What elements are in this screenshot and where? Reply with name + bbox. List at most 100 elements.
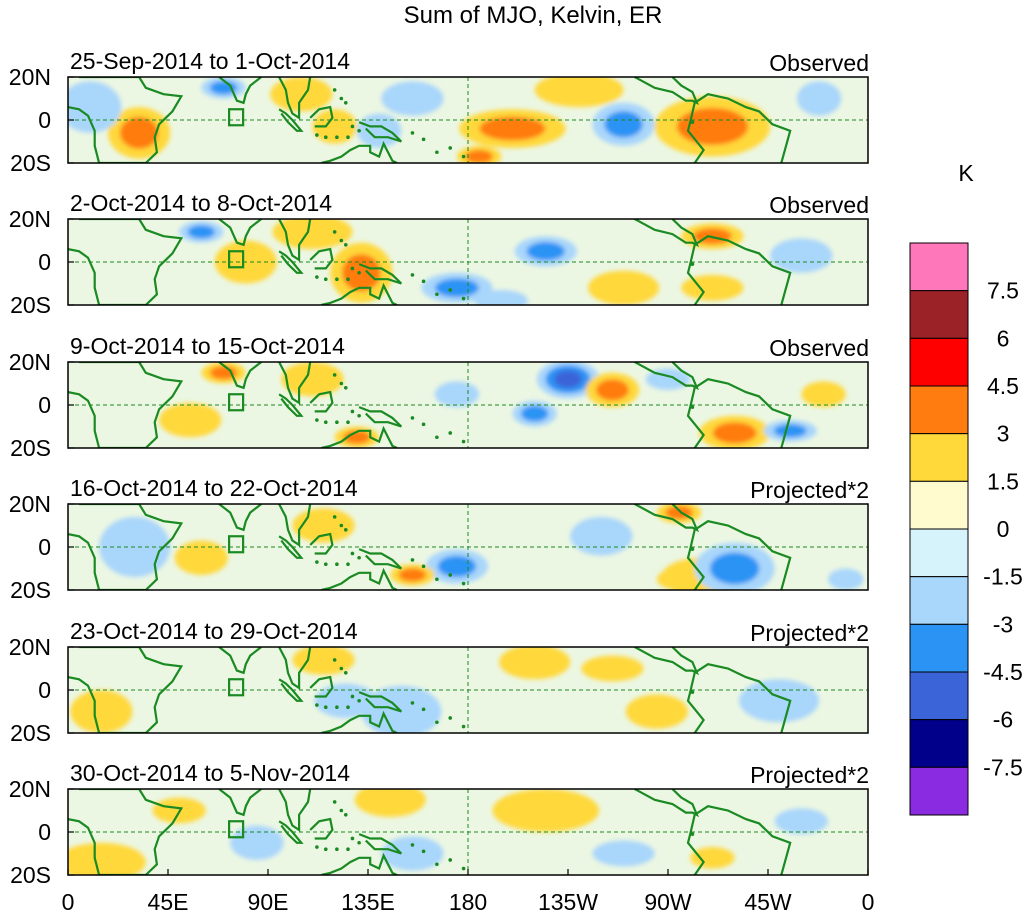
island [690,405,695,409]
y-tick-label: 20N [9,206,51,232]
island [335,705,339,709]
anomaly-contour [465,149,493,163]
colorbar-swatch [909,242,969,292]
island [435,577,439,582]
region-box [228,108,245,127]
coastline [358,548,403,570]
island [315,703,319,707]
coastlines [68,219,792,305]
coastlines [68,77,792,163]
panel-label: Observed [769,335,869,361]
coastline [68,362,184,448]
island [346,705,350,709]
island [435,720,439,725]
island [448,146,453,150]
coastline [309,105,334,128]
coastline [686,235,792,305]
anomaly-contour [270,77,333,112]
colorbar-level-label: 0 [997,516,1010,542]
island [315,133,319,137]
coastline [358,121,403,143]
coastline [278,678,304,702]
island [343,243,348,247]
coastline [278,820,304,844]
anomaly-contour [773,424,807,438]
anomaly-contour [625,694,689,729]
island [323,705,328,709]
x-tick-label: 45W [744,889,792,915]
island [690,690,695,694]
y-tick-label: 20N [9,634,51,660]
colorbar-level-label: -7.5 [983,754,1023,780]
coastline [278,362,312,405]
anomaly-contour [343,430,371,444]
coastline [321,852,398,875]
island [461,866,466,871]
coastline [686,93,792,163]
anomaly-contour [398,568,427,582]
anomaly-contour [342,254,381,292]
panel-period: 23-Oct-2014 to 29-Oct-2014 [70,618,358,644]
coastline [686,663,792,733]
y-tick-label: 0 [38,249,51,275]
island [339,666,344,671]
anomaly-contour [739,679,820,723]
coastline [278,250,304,274]
island [343,101,348,105]
island [343,671,348,675]
island [461,439,466,444]
region-box [228,678,245,697]
anomaly-contour [681,274,744,301]
y-tick-label: 20N [9,64,51,90]
island [332,230,337,234]
colorbar: 7.5 6 4.5 3 1.5 0 -1.5 -3 -4.5 -6 -7.5 [909,242,1023,816]
island [690,547,695,551]
coastline [68,504,184,590]
colorbar-swatch [909,671,969,721]
y-tick-label: 20S [10,577,51,603]
region-box [228,250,245,269]
panel-label: Observed [769,50,869,76]
anomaly-contour [774,808,828,835]
y-tick-label: 0 [38,819,51,845]
coastline [686,378,792,448]
anomaly-field [68,219,868,305]
anomaly-contour [526,241,565,261]
anomaly-contour [770,238,833,273]
colorbar-swatch [909,719,969,768]
island [339,96,344,101]
coastlines [68,647,792,733]
coastline [68,219,184,305]
anomaly-contour [356,113,402,148]
anomaly-contour [435,278,479,298]
island [435,435,439,440]
coastline [321,282,398,305]
anomaly-field [68,789,868,875]
anomaly-contour [68,842,146,875]
coastline [634,504,700,533]
colorbar-swatch [909,385,969,435]
anomaly-contour [492,789,600,832]
island [690,832,695,836]
coastline [358,263,403,285]
coastlines [68,504,792,590]
map-panel: 20N 0 20S 2-Oct-2014 to 8-Oct-2014 Observed [9,190,869,318]
island [323,135,328,139]
coastline [278,789,312,832]
anomaly-field [68,362,868,448]
coastline [634,647,700,676]
y-tick-label: 20S [10,720,51,746]
anomaly-contour [381,836,444,871]
island [335,135,339,139]
anomaly-contour [230,825,284,860]
coastline [68,647,184,733]
island [461,581,466,586]
island [357,555,361,560]
y-tick-label: 20N [9,349,51,375]
anomaly-field [68,504,868,590]
coastline [218,504,262,532]
island [410,273,415,277]
island [435,292,439,297]
coastline [218,219,262,247]
